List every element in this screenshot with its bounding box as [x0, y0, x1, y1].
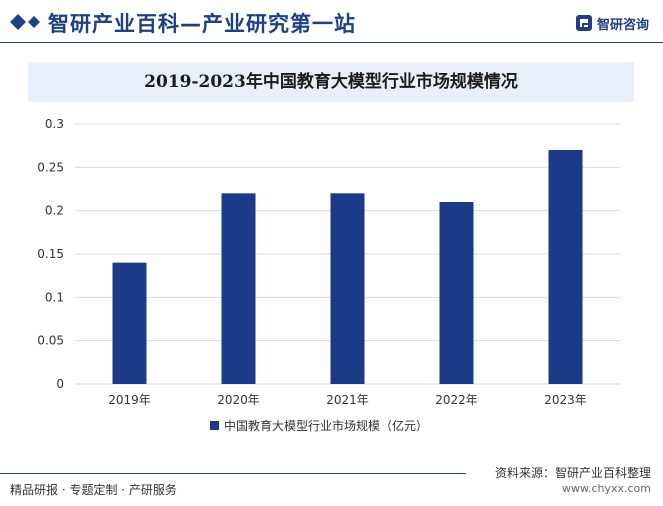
bar — [221, 193, 256, 384]
logo-text: 智研咨询 — [596, 17, 649, 33]
y-tick-label: 0.3 — [45, 117, 64, 131]
chart-title: 2019-2023年中国教育大模型行业市场规模情况 — [144, 72, 518, 92]
page-header: 智研产业百科—产业研究第一站 智研咨询 — [0, 0, 663, 44]
footer-services: 精品研报 · 专题定制 · 产研服务 — [10, 483, 177, 497]
logo-icon — [575, 15, 592, 31]
brand-logo: 智研咨询 — [575, 14, 649, 33]
data-source: 资料来源：智研产业百科整理 — [494, 466, 651, 480]
bar — [439, 202, 474, 384]
x-tick-label: 2019年 — [108, 393, 151, 407]
footer-url: www.chyxx.com — [561, 482, 651, 495]
y-tick-label: 0 — [56, 377, 64, 391]
x-tick-label: 2021年 — [326, 393, 369, 407]
y-tick-label: 0.1 — [45, 290, 64, 304]
y-tick-label: 0.25 — [37, 160, 64, 174]
legend-swatch — [210, 421, 219, 430]
legend-label: 中国教育大模型行业市场规模（亿元） — [224, 418, 428, 433]
bar — [112, 262, 147, 384]
x-tick-label: 2020年 — [217, 393, 260, 407]
bar — [330, 193, 365, 384]
diamond-icon — [10, 14, 40, 30]
x-tick-label: 2022年 — [435, 393, 478, 407]
y-tick-label: 0.2 — [45, 204, 64, 218]
footer-divider — [0, 473, 466, 474]
y-tick-label: 0.05 — [37, 334, 64, 348]
y-tick-label: 0.15 — [37, 247, 64, 261]
chart-title-band: 2019-2023年中国教育大模型行业市场规模情况 — [28, 62, 634, 102]
bar-chart: 0 0.05 0.1 0.15 0.2 0.25 0.3 2019年 2020年 2021年 202… — [37, 117, 620, 433]
header-divider — [0, 42, 663, 43]
bar — [548, 150, 583, 384]
x-tick-label: 2023年 — [544, 393, 587, 407]
header-title: 智研产业百科—产业研究第一站 — [48, 12, 356, 36]
